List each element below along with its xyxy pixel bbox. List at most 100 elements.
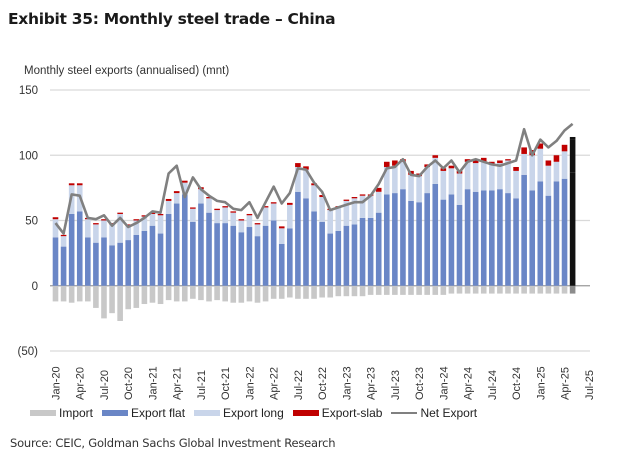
bar-export-slab <box>93 223 99 225</box>
bar-import <box>303 285 309 299</box>
x-tick-label: Jan-21 <box>147 366 159 400</box>
x-tick-label: Jan-23 <box>341 366 353 400</box>
legend-swatch-import <box>30 410 56 416</box>
bar-export-slab <box>553 155 560 162</box>
bar-import <box>416 285 422 295</box>
bar-export-flat <box>359 217 366 286</box>
bar-export-flat <box>408 200 414 286</box>
bar-export-flat <box>383 194 390 286</box>
y-axis-label: Monthly steel exports (annualised) (mnt) <box>24 65 230 77</box>
bar-export-long <box>93 224 99 243</box>
bar-import <box>246 285 253 302</box>
bar-import <box>400 285 406 295</box>
source-note: Source: CEIC, Goldman Sachs Global Inves… <box>10 436 336 450</box>
bar-export-long <box>367 195 374 218</box>
bar-export-slab <box>157 213 164 216</box>
bar-export-slab <box>480 157 487 162</box>
bar-export-slab <box>206 197 212 199</box>
x-tick-label: Jul-24 <box>487 370 499 400</box>
legend-label-export-slab: Export-slab <box>321 406 383 420</box>
bar-export-slab <box>141 215 148 217</box>
bar-export-long <box>157 215 164 234</box>
bar-export-flat <box>165 213 172 286</box>
bar-import <box>270 285 277 299</box>
legend: Import Export flat Export long Export-sl… <box>30 406 486 420</box>
x-tick-label: Oct-21 <box>220 367 232 400</box>
bar-export-long <box>230 212 237 226</box>
bar-export-long <box>472 163 479 192</box>
bar-export-long <box>489 164 495 191</box>
bar-import <box>149 285 156 303</box>
bar-export-long <box>319 197 325 222</box>
bar-import <box>141 285 148 305</box>
bar-import <box>214 285 220 301</box>
bar-import <box>165 285 172 301</box>
bar-import <box>278 285 285 299</box>
bar-import <box>101 285 107 319</box>
x-tick-label: Oct-22 <box>317 367 329 400</box>
bar-export-flat <box>327 233 334 286</box>
bar-import <box>513 285 519 294</box>
bar-export-long <box>537 148 544 182</box>
bar-export-flat <box>93 242 99 286</box>
bar-export-flat <box>173 203 180 286</box>
bar-export-long <box>311 185 317 212</box>
bar-import <box>375 285 382 295</box>
bar-export-long <box>521 153 527 175</box>
bar-import <box>472 285 479 294</box>
bar-export-slab <box>214 208 220 211</box>
bar-export-flat <box>278 243 285 286</box>
bar-export-long <box>513 170 519 199</box>
bar-import <box>505 285 511 294</box>
bar-export-flat <box>125 240 132 286</box>
bar-export-long <box>270 203 277 221</box>
bar-import <box>383 285 390 295</box>
bar-import <box>133 285 140 308</box>
bar-import <box>287 285 293 298</box>
x-tick-label: Jan-25 <box>535 366 547 400</box>
bar-export-slab <box>76 183 83 186</box>
bar-import <box>222 285 228 302</box>
bar-export-slab <box>181 180 188 183</box>
x-tick-label: Apr-24 <box>463 367 475 400</box>
bar-export-flat <box>351 224 358 286</box>
legend-label-import: Import <box>59 406 94 420</box>
legend-label-export-long: Export long <box>223 406 284 420</box>
bar-import <box>109 285 115 314</box>
bar-export-flat <box>214 223 220 286</box>
bar-import <box>311 285 317 299</box>
bar-export-flat <box>561 178 568 286</box>
bar-export-flat <box>343 225 350 286</box>
bar-export-long <box>327 210 334 234</box>
bar-export-long <box>287 204 293 229</box>
bar-export-slab <box>278 226 285 229</box>
bar-export-flat <box>416 202 422 286</box>
bar-export-slab <box>68 183 75 186</box>
legend-item-net-export: Net Export <box>391 406 477 420</box>
bar-import <box>262 285 269 302</box>
bar-import <box>561 285 568 294</box>
bar-export-flat <box>262 225 269 286</box>
bar-export-flat <box>206 212 212 286</box>
bar-export-flat <box>190 221 196 286</box>
bar-export-slab <box>440 168 447 171</box>
bar-import <box>173 285 180 302</box>
bar-import <box>456 285 463 294</box>
bar-import <box>85 285 91 302</box>
bar-export-slab <box>513 166 519 171</box>
bar-export-flat <box>295 191 301 286</box>
bar-export-slab <box>262 206 269 208</box>
bar-export-slab <box>133 219 140 221</box>
bar-export-long <box>569 139 576 173</box>
x-tick-label: Apr-23 <box>366 367 378 400</box>
bar-import <box>440 285 447 295</box>
bar-export-flat <box>230 225 237 286</box>
x-tick-label: Apr-21 <box>172 367 184 400</box>
bar-export-long <box>505 160 511 194</box>
bar-export-long <box>190 208 196 222</box>
bar-export-flat <box>472 191 479 286</box>
legend-swatch-export-flat <box>102 410 129 416</box>
bar-export-long <box>149 213 156 226</box>
bar-export-long <box>206 198 212 213</box>
bar-export-flat <box>222 223 228 286</box>
